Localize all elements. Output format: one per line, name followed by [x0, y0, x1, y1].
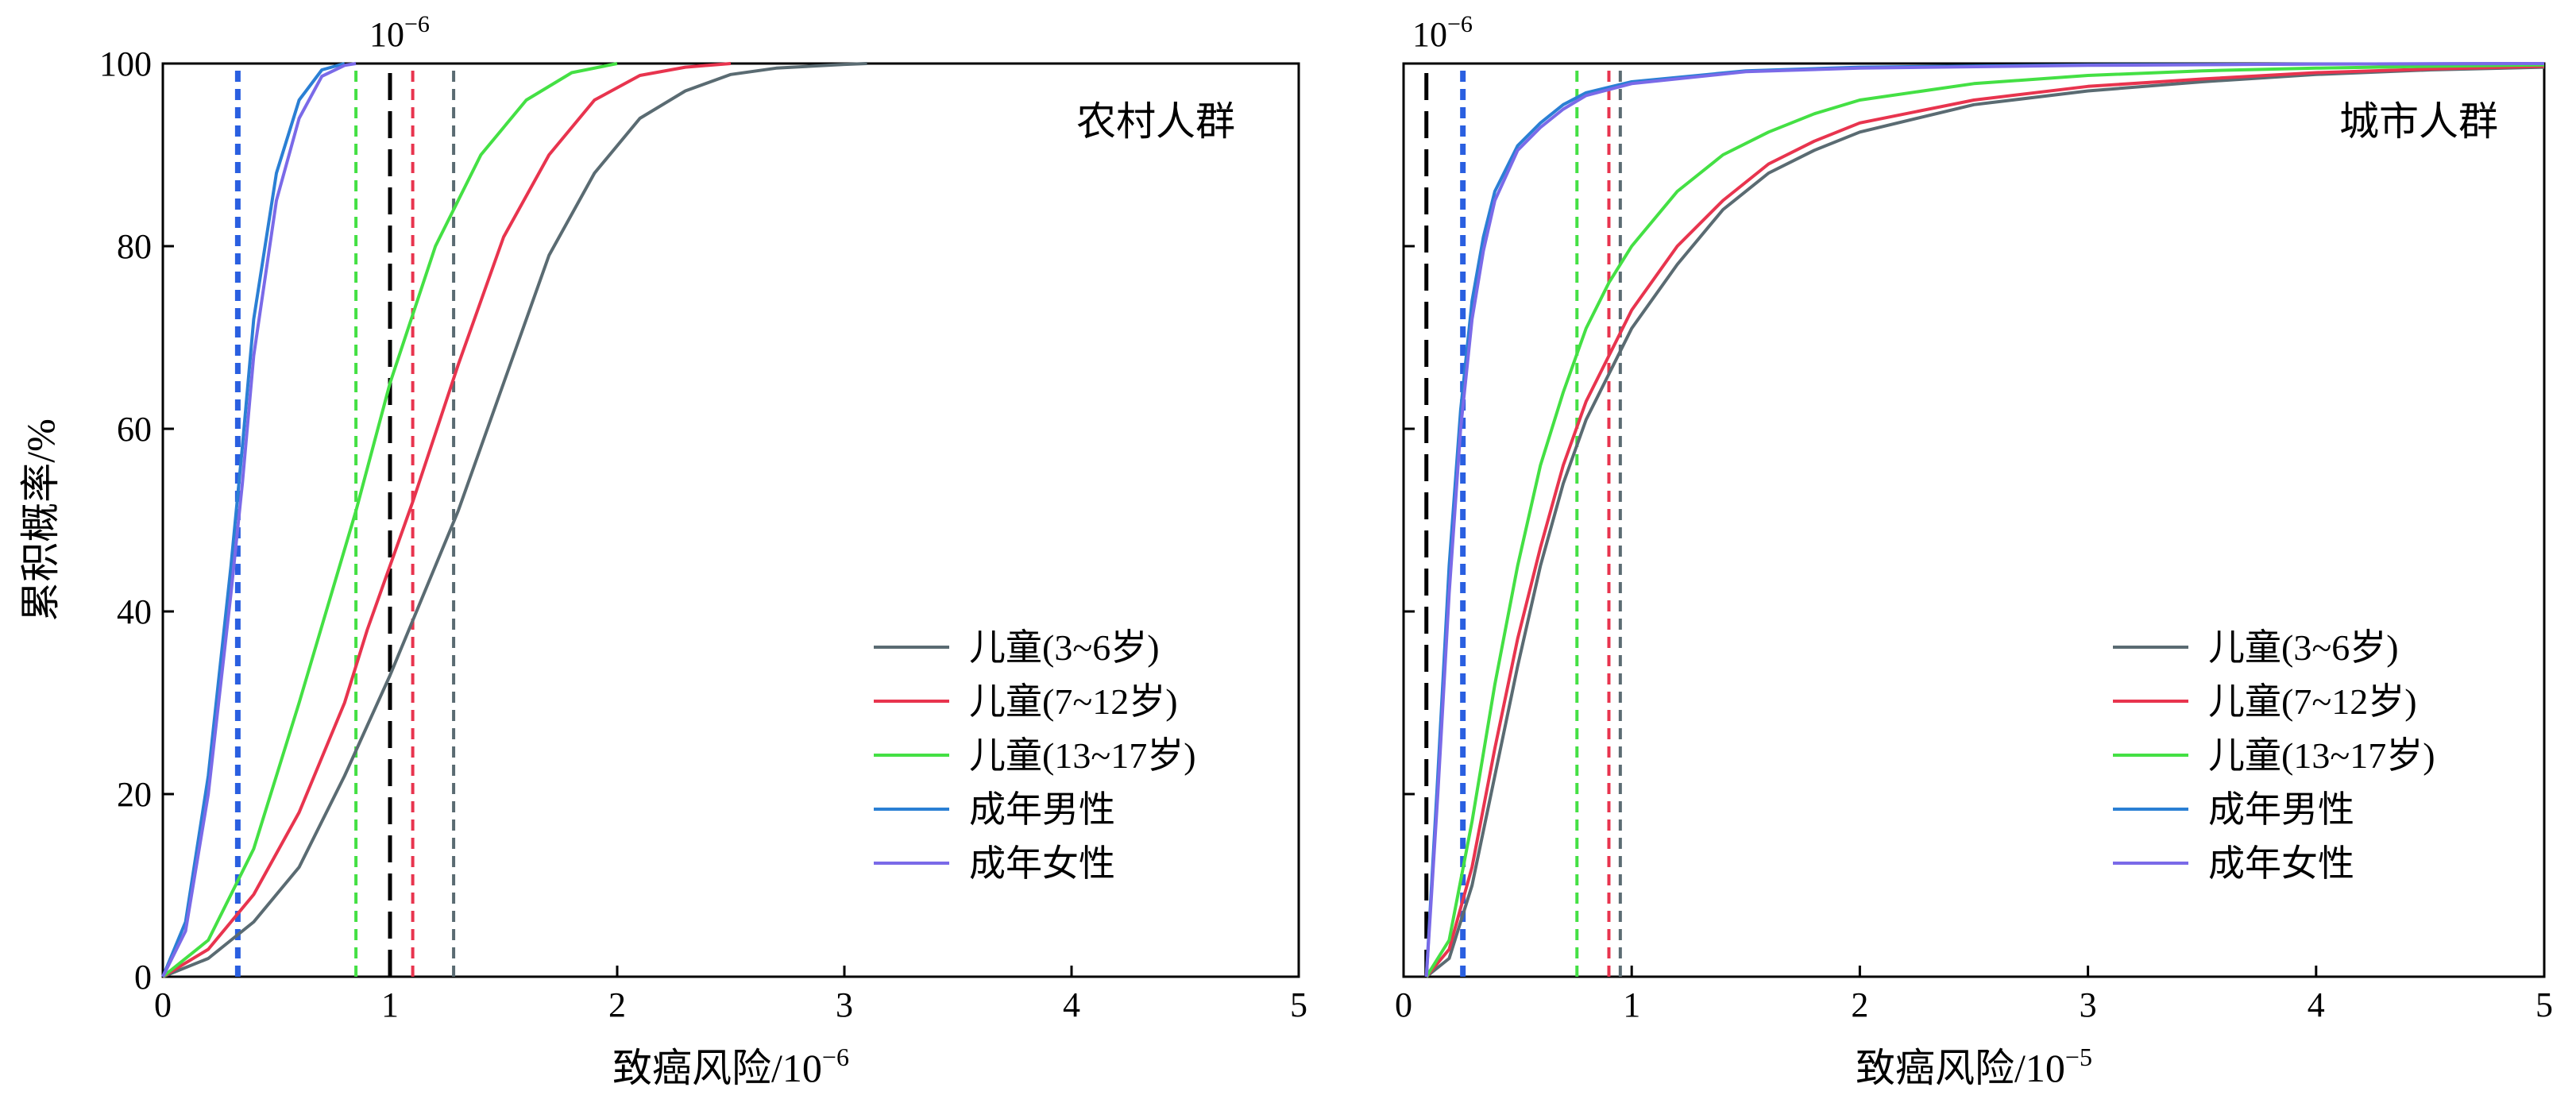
legend-label-urban-1: 儿童(7~12岁)	[2208, 681, 2417, 722]
x-tick-label-urban-3: 3	[2080, 985, 2097, 1024]
legend-label-rural-4: 成年女性	[969, 843, 1115, 884]
y-tick-label-rural-0: 0	[134, 958, 152, 997]
series-line-rural-1	[161, 62, 732, 978]
series-lines-rural	[161, 62, 867, 978]
series-line-rural-3	[161, 62, 346, 978]
series-line-urban-3	[1424, 62, 2545, 978]
axis-ticks-urban: 0 1 2 3 4 5	[1395, 62, 2553, 1024]
panel-title-rural: 农村人群	[1076, 99, 1235, 144]
legend-label-urban-4: 成年女性	[2208, 843, 2354, 884]
x-tick-label-rural-4: 4	[1063, 985, 1080, 1024]
reference-lines-urban	[1424, 64, 1622, 977]
legend-label-urban-2: 儿童(13~17岁)	[2208, 735, 2435, 776]
series-line-urban-2	[1425, 63, 2545, 978]
top-exponent-base-urban: 10	[1412, 15, 1447, 54]
legend-label-rural-1: 儿童(7~12岁)	[969, 681, 1178, 722]
x-tick-label-urban-4: 4	[2308, 985, 2325, 1024]
top-exponent-base-rural: 10	[369, 15, 404, 54]
series-line-urban-1	[1425, 64, 2545, 978]
y-tick-label-rural-5: 100	[99, 44, 152, 83]
x-axis-label-rural: 致癌风险/10−6	[612, 1043, 849, 1090]
x-tick-label-urban-5: 5	[2535, 985, 2553, 1024]
legend-label-rural-0: 儿童(3~6岁)	[969, 627, 1160, 668]
x-tick-label-urban-2: 2	[1851, 985, 1868, 1024]
legend-label-rural-3: 成年男性	[969, 789, 1115, 830]
legend-label-urban-0: 儿童(3~6岁)	[2208, 627, 2399, 668]
top-exponent-urban: 10−6	[1412, 11, 1473, 54]
x-axis-label-exp-urban: −5	[2065, 1043, 2092, 1071]
y-tick-label-rural-4: 80	[117, 227, 152, 266]
series-line-urban-0	[1425, 65, 2545, 978]
panel-title-urban: 城市人群	[2339, 99, 2498, 144]
reference-lines-rural	[234, 64, 456, 977]
x-axis-label-text-rural: 致癌风险/10	[612, 1046, 822, 1090]
top-exponent-power-rural: −6	[404, 11, 430, 37]
top-exponent-power-urban: −6	[1447, 11, 1473, 37]
plot-frame-rural	[161, 62, 1300, 978]
x-axis-label-urban: 致癌风险/10−5	[1856, 1043, 2092, 1090]
y-axis-label-rural: 累积概率/%	[18, 418, 63, 622]
x-tick-label-urban-0: 0	[1395, 985, 1412, 1024]
panel-urban: 0 1 2 3 4 5 城市人群 10−6 致癌风险/10−5 儿童(3~6岁) 儿童(7~…	[1395, 11, 2553, 1090]
x-tick-label-rural-2: 2	[608, 985, 626, 1024]
x-tick-label-rural-1: 1	[381, 985, 399, 1024]
series-line-rural-2	[161, 62, 618, 978]
x-axis-label-exp-rural: −6	[822, 1043, 849, 1071]
x-tick-label-rural-5: 5	[1290, 985, 1307, 1024]
x-axis-label-text-urban: 致癌风险/10	[1856, 1046, 2065, 1090]
x-tick-label-rural-3: 3	[836, 985, 853, 1024]
legend-label-rural-2: 儿童(13~17岁)	[969, 735, 1196, 776]
legend-label-urban-3: 成年男性	[2208, 789, 2354, 830]
x-tick-label-rural-0: 0	[154, 985, 172, 1024]
top-exponent-rural: 10−6	[369, 11, 430, 54]
y-tick-label-rural-1: 20	[117, 775, 152, 814]
axis-ticks-rural: 0 1 2 3 4 5 0 20 40 60 80 100	[99, 44, 1307, 1024]
y-tick-label-rural-2: 40	[117, 592, 152, 631]
series-line-urban-4	[1424, 62, 2545, 978]
series-line-rural-4	[161, 62, 357, 978]
y-tick-label-rural-3: 60	[117, 410, 152, 449]
x-tick-label-urban-1: 1	[1623, 985, 1640, 1024]
series-line-rural-0	[162, 62, 867, 978]
series-lines-urban	[1424, 62, 2545, 978]
plot-frame-urban	[1402, 62, 2546, 978]
